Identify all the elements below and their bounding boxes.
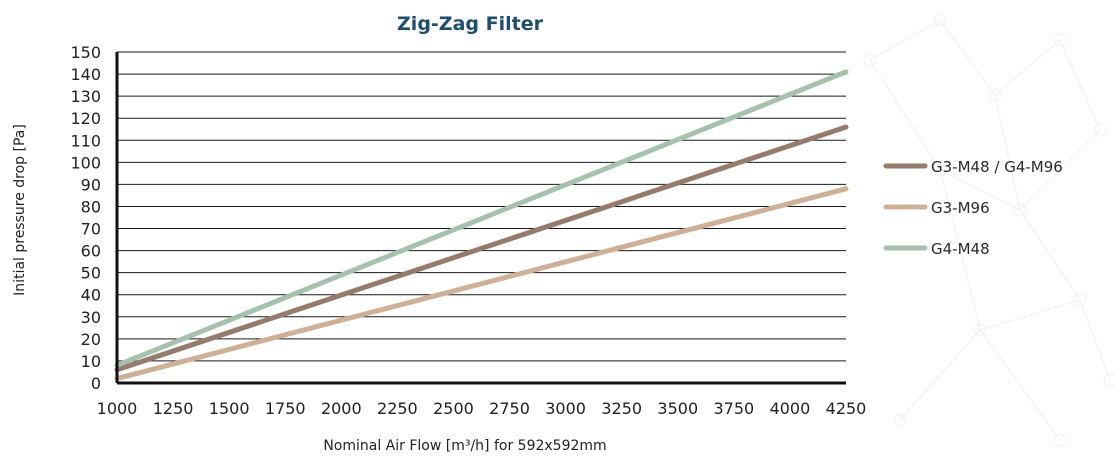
x-tick-label: 2500 — [433, 399, 474, 418]
decor-link — [869, 59, 941, 171]
x-axis-title: Nominal Air Flow [m³/h] for 592x592mm — [323, 438, 606, 454]
decor-link — [979, 329, 1061, 441]
background-decoration — [863, 13, 1114, 447]
y-tick-label: 40 — [81, 286, 101, 305]
grid — [117, 51, 846, 362]
y-tick-label: 150 — [70, 43, 101, 62]
legend-label: G3-M48 / G4-M96 — [931, 158, 1063, 176]
y-tick-label: 20 — [81, 330, 101, 349]
decor-node — [1053, 433, 1067, 447]
y-tick-label: 70 — [81, 220, 101, 239]
decor-node — [933, 163, 947, 177]
decor-link — [1019, 129, 1101, 211]
y-tick-label: 50 — [81, 264, 101, 283]
decor-link — [979, 299, 1081, 331]
y-tick-label: 90 — [81, 175, 101, 194]
x-tick-label: 3750 — [713, 399, 754, 418]
y-tick-label: 120 — [70, 109, 101, 128]
decor-node — [1013, 203, 1027, 217]
decor-node — [988, 88, 1002, 102]
x-tick-label: 4250 — [826, 399, 867, 418]
series-layer — [114, 69, 849, 382]
decor-node — [1053, 33, 1067, 47]
decor-node — [1103, 373, 1114, 387]
y-tick-label: 140 — [70, 65, 101, 84]
legend-label: G4-M48 — [931, 240, 990, 258]
decor-link — [1079, 299, 1111, 381]
decor-node — [973, 323, 987, 337]
y-tick-label: 60 — [81, 242, 101, 261]
x-tick-label: 1250 — [153, 399, 194, 418]
x-tick-label: 1750 — [265, 399, 306, 418]
decor-link — [869, 19, 941, 61]
y-tick-label: 100 — [70, 153, 101, 172]
chart-title: Zig-Zag Filter — [397, 13, 544, 35]
y-tick-label: 130 — [70, 87, 101, 106]
y-tick-label: 110 — [70, 131, 101, 150]
x-tick-label: 1500 — [209, 399, 250, 418]
decor-node — [863, 53, 877, 67]
decor-node — [893, 413, 907, 427]
decor-link — [939, 19, 996, 96]
y-tick-label: 10 — [81, 352, 101, 371]
decor-link — [994, 94, 1021, 211]
x-tick-label: 2250 — [377, 399, 418, 418]
series-line — [114, 124, 849, 373]
x-tick-labels: 1000 1250 1500 1750 2000 2250 2500 2750 3000 3250… — [97, 399, 867, 418]
series-line — [114, 186, 849, 382]
decor-link — [1019, 209, 1081, 301]
axes — [115, 52, 846, 385]
series-line — [114, 69, 849, 368]
y-axis-title: Initial pressure drop [Pa] — [12, 124, 28, 296]
x-tick-label: 2000 — [321, 399, 362, 418]
decor-link — [899, 329, 981, 421]
legend-label: G3-M96 — [931, 199, 990, 217]
decor-node — [1073, 293, 1087, 307]
y-tick-label: 0 — [91, 374, 101, 393]
y-tick-label: 30 — [81, 308, 101, 327]
x-tick-label: 3000 — [545, 399, 586, 418]
decor-link — [1059, 39, 1101, 131]
decor-node — [1093, 123, 1107, 137]
y-tick-label: 80 — [81, 197, 101, 216]
x-tick-label: 3250 — [601, 399, 642, 418]
x-tick-label: 3500 — [657, 399, 698, 418]
decor-link — [994, 39, 1061, 96]
y-tick-labels: 0 10 20 30 40 50 60 70 80 90 100 110 120 130 140 150 — [70, 43, 101, 393]
x-tick-label: 2750 — [489, 399, 530, 418]
decor-link — [939, 169, 981, 331]
decor-link — [939, 169, 1021, 211]
legend: G3-M48 / G4-M96 G3-M96 G4-M48 — [883, 158, 1063, 258]
x-tick-label: 1000 — [97, 399, 138, 418]
x-tick-label: 4000 — [770, 399, 811, 418]
decor-node — [933, 13, 947, 27]
